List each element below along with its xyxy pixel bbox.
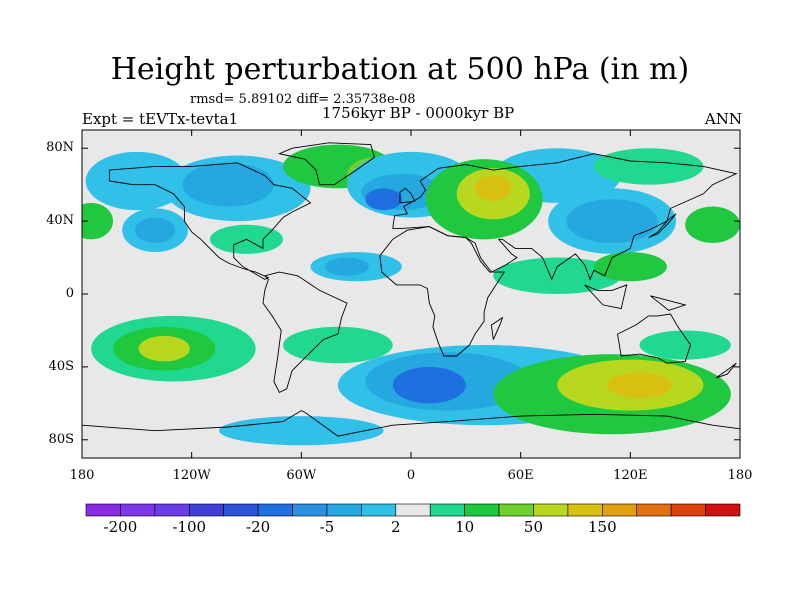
- colorbar-swatch: [257, 503, 293, 517]
- lat-label: 0: [65, 286, 74, 301]
- lon-label: 60W: [286, 468, 317, 483]
- chart-title: Height perturbation at 500 hPa (in m): [110, 52, 690, 87]
- axis-ticks: [81, 130, 741, 458]
- colorbar-swatch: [361, 503, 397, 517]
- contour-region-34: [219, 416, 384, 446]
- colorbar-label: 10: [455, 518, 475, 536]
- coastline-3: [392, 153, 738, 281]
- stats-label: rmsd= 5.89102 diff= 2.35738e-08: [190, 92, 416, 107]
- colorbar-swatch: [636, 503, 672, 517]
- period-label: 1756kyr BP - 0000kyr BP: [322, 104, 515, 122]
- colorbar-swatch: [85, 503, 121, 517]
- colorbar-swatch: [498, 503, 534, 517]
- contour-region-3: [82, 202, 114, 240]
- lon-label: 0: [406, 468, 416, 483]
- coastline-0: [108, 162, 312, 280]
- colorbar-swatch: [395, 503, 431, 517]
- lon-label: 180: [69, 468, 95, 483]
- coastline-11: [650, 295, 687, 311]
- lon-label: 120W: [172, 468, 211, 483]
- experiment-label: Expt = tEVTx-tevta1: [82, 110, 239, 128]
- colorbar-swatch: [429, 503, 465, 517]
- contour-region-15: [474, 175, 512, 202]
- colorbar-swatch: [602, 503, 638, 517]
- colorbar-label: 150: [587, 518, 617, 536]
- colorbar-swatch: [326, 503, 362, 517]
- contour-region-19: [593, 148, 704, 185]
- colorbar-swatch: [154, 503, 190, 517]
- coastline-8: [490, 316, 504, 340]
- colorbar-swatch: [464, 503, 500, 517]
- lat-label: 40N: [46, 213, 74, 229]
- colorbar-swatch: [223, 503, 259, 517]
- lat-label: 40S: [48, 358, 74, 374]
- coastline-6: [82, 410, 740, 437]
- lon-label: 120E: [613, 468, 648, 483]
- coastline-1: [262, 271, 348, 394]
- coastline-5: [617, 313, 692, 364]
- coastline-7: [399, 187, 416, 204]
- contour-region-21: [325, 257, 369, 276]
- colorbar-label: 50: [523, 518, 544, 536]
- contour-region-35: [639, 330, 731, 360]
- contour-region-2: [182, 162, 274, 207]
- contour-region-27: [283, 326, 393, 364]
- colorbar-label: -5: [319, 518, 335, 536]
- colorbar-swatch: [533, 503, 569, 517]
- lon-label: 180: [727, 468, 753, 483]
- season-label: ANN: [704, 110, 742, 128]
- contour-region-17: [566, 199, 658, 243]
- colorbar-label: 2: [391, 518, 401, 536]
- coastline-layer: [82, 142, 740, 437]
- contour-region-11: [365, 188, 402, 211]
- contour-region-33: [606, 372, 673, 398]
- colorbar-swatch: [567, 503, 603, 517]
- colorbar-label: -100: [172, 518, 207, 536]
- colorbar-label: -200: [103, 518, 138, 536]
- coastline-10: [584, 284, 628, 310]
- contour-region-5: [135, 217, 176, 243]
- contour-region-23: [593, 252, 667, 282]
- contour-region-30: [392, 366, 466, 404]
- coastline-4: [379, 226, 506, 357]
- coastline-9: [648, 213, 677, 238]
- colorbar-swatch: [292, 503, 328, 517]
- coastline-2: [277, 142, 375, 186]
- colorbar-swatch: [120, 503, 156, 517]
- colorbar-swatch: [188, 503, 224, 517]
- colorbar: [85, 503, 741, 517]
- colorbar-swatch: [670, 503, 706, 517]
- lon-label: 60E: [507, 468, 534, 483]
- contour-region-26: [138, 335, 190, 362]
- lat-label: 80N: [46, 140, 74, 156]
- coastline-12: [715, 362, 737, 379]
- lat-label: 80S: [48, 431, 74, 447]
- colorbar-swatch: [705, 503, 741, 517]
- contour-region-18: [685, 206, 740, 243]
- contour-region-22: [493, 257, 622, 294]
- colorbar-label: -20: [246, 518, 271, 536]
